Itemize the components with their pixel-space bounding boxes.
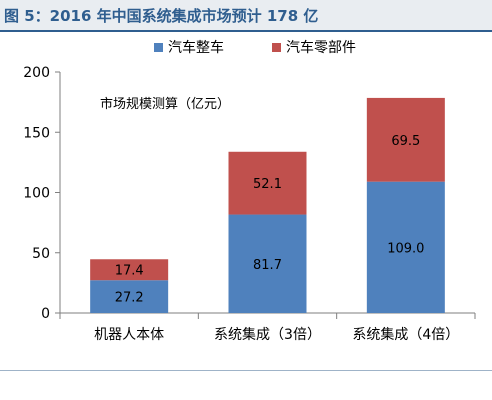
- chart-legend: 汽车整车 汽车零部件: [154, 39, 356, 56]
- bar-segment: [366, 97, 445, 182]
- chart-bars: 27.2 17.4 81.7 52.1 109.0 69.5: [90, 97, 445, 313]
- page-title: 图 5：2016 年中国系统集成市场预计 178 亿: [4, 7, 319, 25]
- data-label: 69.5: [391, 134, 420, 149]
- legend-swatch: [154, 43, 163, 52]
- chart-annotation: 市场规模测算（亿元）: [100, 96, 230, 112]
- data-label: 27.2: [115, 291, 144, 306]
- x-tick-label: 系统集成（3倍）: [214, 326, 321, 343]
- y-tick-label: 50: [32, 246, 50, 262]
- bar-segment: [90, 280, 169, 313]
- y-tick-label: 0: [41, 306, 50, 322]
- title-divider: [0, 30, 492, 32]
- legend-swatch: [272, 43, 281, 52]
- x-tick-label: 系统集成（4倍）: [352, 326, 459, 343]
- data-label: 52.1: [253, 177, 282, 192]
- legend-label: 汽车整车: [168, 39, 224, 56]
- x-tick-label: 机器人本体: [94, 327, 164, 343]
- bar-segment: [366, 181, 445, 313]
- title-bar: 图 5：2016 年中国系统集成市场预计 178 亿: [0, 0, 492, 30]
- bar-segment: [228, 151, 307, 215]
- y-tick-label: 100: [23, 186, 50, 202]
- data-label: 109.0: [387, 241, 424, 256]
- data-label: 17.4: [115, 264, 144, 279]
- bottom-divider: [0, 370, 492, 371]
- y-tick-label: 200: [23, 65, 50, 81]
- chart-axes: 0 50 100 150 200 机器人本体 系统集成（3倍） 系统集成（4倍）: [23, 65, 476, 343]
- legend-label: 汽车零部件: [286, 39, 356, 56]
- y-tick-label: 150: [23, 125, 50, 141]
- bar-segment: [228, 214, 307, 313]
- bar-segment: [90, 259, 169, 281]
- data-label: 81.7: [253, 258, 282, 273]
